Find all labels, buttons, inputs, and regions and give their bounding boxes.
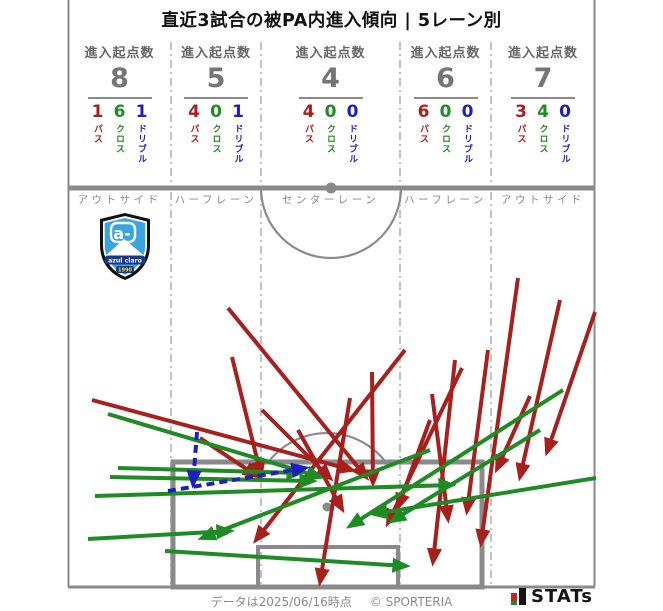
pass-entry-arrow [495, 395, 532, 474]
entry-total: 5 [206, 63, 226, 94]
lane-label-outside-right: アウトサイド [501, 194, 585, 206]
crest-mountain [105, 239, 145, 260]
page-title: 直近3試合の被PA内進入傾向 | 5レーン別 [161, 11, 502, 31]
pass-entry-arrow [226, 306, 370, 481]
cross-entry-arrow [117, 465, 305, 481]
cross-entry-arrow [107, 412, 325, 481]
board-border [67, 0, 596, 587]
crest-monogram: a- [113, 224, 130, 243]
lane-label-halfspace-left: ハーフレーン [174, 194, 258, 206]
stat-header: 進入起点数 [295, 46, 366, 61]
stat-header: 進入起点数 [84, 46, 155, 61]
copyright: © SPORTERIA [369, 595, 453, 609]
crest-year-tab [116, 266, 134, 273]
pass-entry-arrow [515, 299, 562, 482]
pass-entry-arrow [461, 349, 490, 516]
cross-entry-arrow [345, 388, 565, 529]
underline [511, 97, 575, 99]
cross-entry-arrow [164, 549, 411, 573]
entry-arrows [87, 277, 597, 587]
stats-bars-icon [511, 588, 527, 605]
lane-stats-center: 進入起点数 4 4 パス 0 クロス 0 ドリブル [261, 42, 400, 184]
pass-entry-arrow [430, 393, 454, 524]
pass-count: 3 [515, 102, 527, 122]
cross-count: 4 [537, 102, 549, 122]
pass-label: パス [515, 124, 526, 144]
lane-label-halfspace-right: ハーフレーン [404, 194, 487, 206]
dribble-count: 1 [232, 102, 244, 122]
pass-count: 6 [417, 102, 430, 122]
center-circle-arc [259, 187, 403, 260]
lane-stats-outside-right: 進入起点数 7 3 パス 4 クロス 0 ドリブル [491, 42, 595, 184]
footer: データは2025/06/16時点 © SPORTERIA [0, 593, 663, 610]
stat-header: 進入起点数 [410, 46, 481, 61]
cross-label: クロス [210, 124, 221, 154]
pass-count: 1 [91, 102, 104, 122]
entry-total: 7 [533, 63, 553, 94]
cross-entry-arrow [109, 473, 318, 489]
club-year: 1990 [118, 268, 132, 274]
cross-count: 0 [324, 102, 337, 122]
cross-count: 6 [113, 102, 126, 122]
underline [413, 97, 478, 99]
dribble-label: ドリブル [462, 124, 472, 164]
center-spot [325, 182, 337, 194]
stat-header: 進入起点数 [180, 46, 251, 61]
dribble-label: ドリブル [136, 124, 146, 164]
data-asof-note: データは2025/06/16時点 [210, 595, 352, 609]
cross-entry-arrow [94, 477, 457, 498]
dribble-entry-arrow [186, 431, 202, 489]
cross-count: 0 [210, 102, 222, 122]
stats-dividers [170, 42, 492, 183]
dribble-count: 0 [559, 102, 571, 122]
cross-entry-arrow [197, 448, 431, 541]
crest-banner [104, 255, 146, 265]
underline [87, 97, 152, 99]
dribble-label: ドリブル [232, 124, 243, 164]
underline [184, 97, 248, 99]
dribble-label: ドリブル [347, 124, 357, 164]
dribble-entry-arrow [167, 462, 310, 493]
lane-stats-halfspace-left: 進入起点数 5 4 パス 0 クロス 1 ドリブル [171, 42, 261, 184]
entry-total: 6 [436, 63, 455, 94]
dribble-count: 0 [346, 102, 359, 122]
pass-label: パス [303, 124, 313, 144]
lane-stats-outside-left: 進入起点数 8 1 パス 6 クロス 1 ドリブル [68, 42, 171, 184]
stat-header: 進入起点数 [507, 46, 578, 61]
cross-label: クロス [325, 124, 335, 154]
dribble-label: ドリブル [559, 124, 570, 164]
crest-monogram-frame [109, 221, 137, 244]
lane-label-center: センターレーン [281, 194, 380, 206]
dribble-count: 1 [135, 102, 148, 122]
lane-stats-halfspace-right: 進入起点数 6 6 パス 0 クロス 0 ドリブル [400, 42, 491, 184]
cross-count: 0 [439, 102, 452, 122]
cross-label: クロス [114, 124, 124, 154]
stats-wordmark: STATs [531, 586, 593, 607]
lane-label-outside-left: アウトサイド [77, 194, 162, 206]
goal-area [256, 545, 400, 589]
pass-label: パス [418, 124, 428, 144]
club-name: azul claro [108, 258, 142, 265]
stats-brand: STATs [511, 586, 593, 607]
underline [298, 97, 363, 99]
pass-entry-arrow [544, 311, 597, 457]
club-crest: a- azul claro 1990 [100, 213, 150, 280]
dribble-count: 0 [461, 102, 474, 122]
cross-label: クロス [440, 124, 450, 154]
pass-count: 4 [188, 102, 200, 122]
pass-entry-arrow [365, 371, 381, 488]
pass-label: パス [92, 124, 102, 144]
pass-label: パス [188, 124, 199, 144]
cross-entry-arrow [387, 428, 542, 524]
entry-total: 8 [110, 63, 129, 94]
entry-total: 4 [321, 63, 340, 94]
cross-label: クロス [537, 124, 548, 154]
pass-entry-arrow [475, 277, 520, 548]
pass-count: 4 [302, 102, 315, 122]
pass-entry-arrow [230, 356, 266, 480]
